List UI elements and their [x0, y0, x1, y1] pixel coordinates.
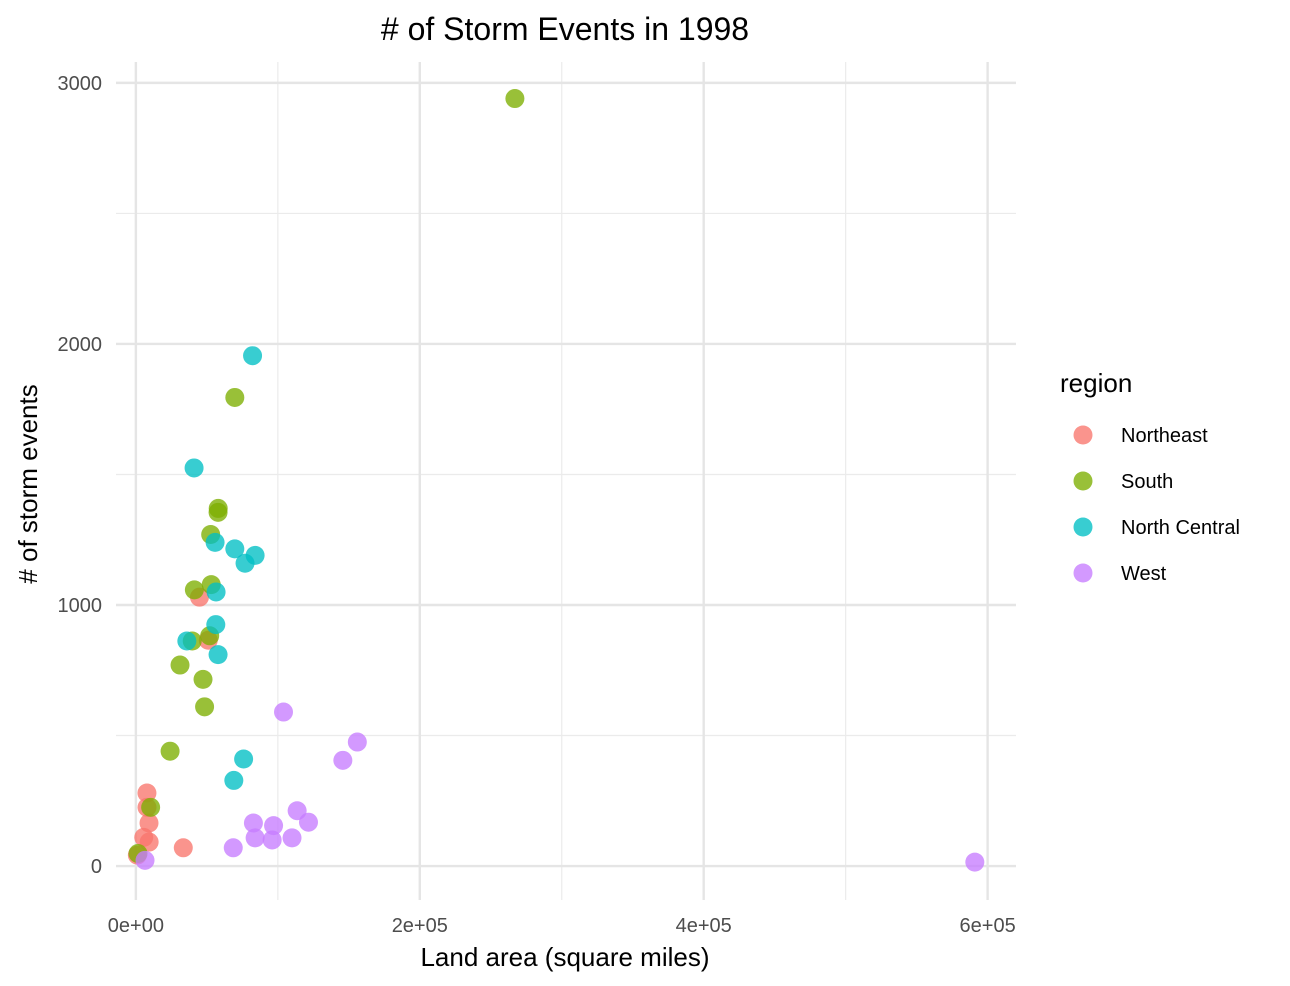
legend-key-south [1073, 471, 1093, 491]
y-tick-label: 2000 [58, 334, 103, 356]
x-axis-title: Land area (square miles) [420, 942, 709, 972]
legend-key-west [1073, 563, 1093, 583]
data-point-north-central [206, 582, 226, 602]
data-point-west [274, 702, 294, 722]
data-point-west [262, 830, 282, 850]
x-tick-label: 0e+00 [108, 915, 164, 937]
data-point-west [333, 750, 353, 770]
data-point-south [141, 797, 161, 817]
minor-gridlines [116, 62, 1016, 900]
data-point-northeast [173, 838, 193, 858]
data-points [127, 89, 985, 872]
data-point-south [195, 697, 215, 717]
data-point-west [298, 812, 318, 832]
data-point-northeast [139, 813, 159, 833]
legend: region Northeast South North Central West [1060, 368, 1240, 585]
data-point-west [264, 816, 284, 836]
data-point-south [193, 669, 213, 689]
data-point-west [243, 813, 263, 833]
data-point-west [223, 838, 243, 858]
data-point-south [208, 498, 228, 518]
data-point-west [245, 828, 265, 848]
data-point-south [160, 741, 180, 761]
data-point-north-central [205, 532, 225, 552]
data-point-north-central [234, 749, 254, 769]
y-tick-label: 0 [91, 856, 102, 878]
legend-title: region [1060, 368, 1132, 398]
data-point-north-central [208, 645, 228, 665]
x-tick-label: 6e+05 [960, 915, 1016, 937]
y-axis-title: # of storm events [13, 384, 43, 583]
data-point-north-central [184, 458, 204, 478]
x-tick-label: 4e+05 [676, 915, 732, 937]
data-point-west [282, 828, 302, 848]
data-point-west [347, 732, 367, 752]
data-point-north-central [225, 539, 245, 559]
x-axis-ticks: 0e+00 2e+05 4e+05 6e+05 [108, 915, 1016, 937]
data-point-north-central [177, 631, 197, 651]
legend-items: Northeast South North Central West [1073, 425, 1240, 585]
y-tick-label: 3000 [58, 73, 103, 95]
major-gridlines [116, 62, 1016, 900]
legend-key-northeast [1073, 425, 1093, 445]
data-point-west [965, 852, 985, 872]
legend-label-north-central: North Central [1121, 517, 1240, 539]
data-point-northeast [137, 783, 157, 803]
data-point-south [505, 89, 525, 109]
legend-label-west: West [1121, 563, 1167, 585]
legend-label-northeast: Northeast [1121, 425, 1208, 447]
data-point-north-central [206, 615, 226, 635]
legend-key-north-central [1073, 517, 1093, 537]
legend-label-south: South [1121, 471, 1173, 493]
data-point-north-central [245, 545, 265, 565]
data-point-south [170, 655, 190, 675]
y-axis-ticks: 0 1000 2000 3000 [58, 73, 103, 878]
data-point-north-central [243, 346, 263, 366]
y-tick-label: 1000 [58, 595, 103, 617]
chart-title: # of Storm Events in 1998 [381, 11, 749, 47]
data-point-north-central [224, 770, 244, 790]
data-point-south [184, 580, 204, 600]
x-tick-label: 2e+05 [392, 915, 448, 937]
data-point-west [135, 850, 155, 870]
data-point-south [225, 387, 245, 407]
